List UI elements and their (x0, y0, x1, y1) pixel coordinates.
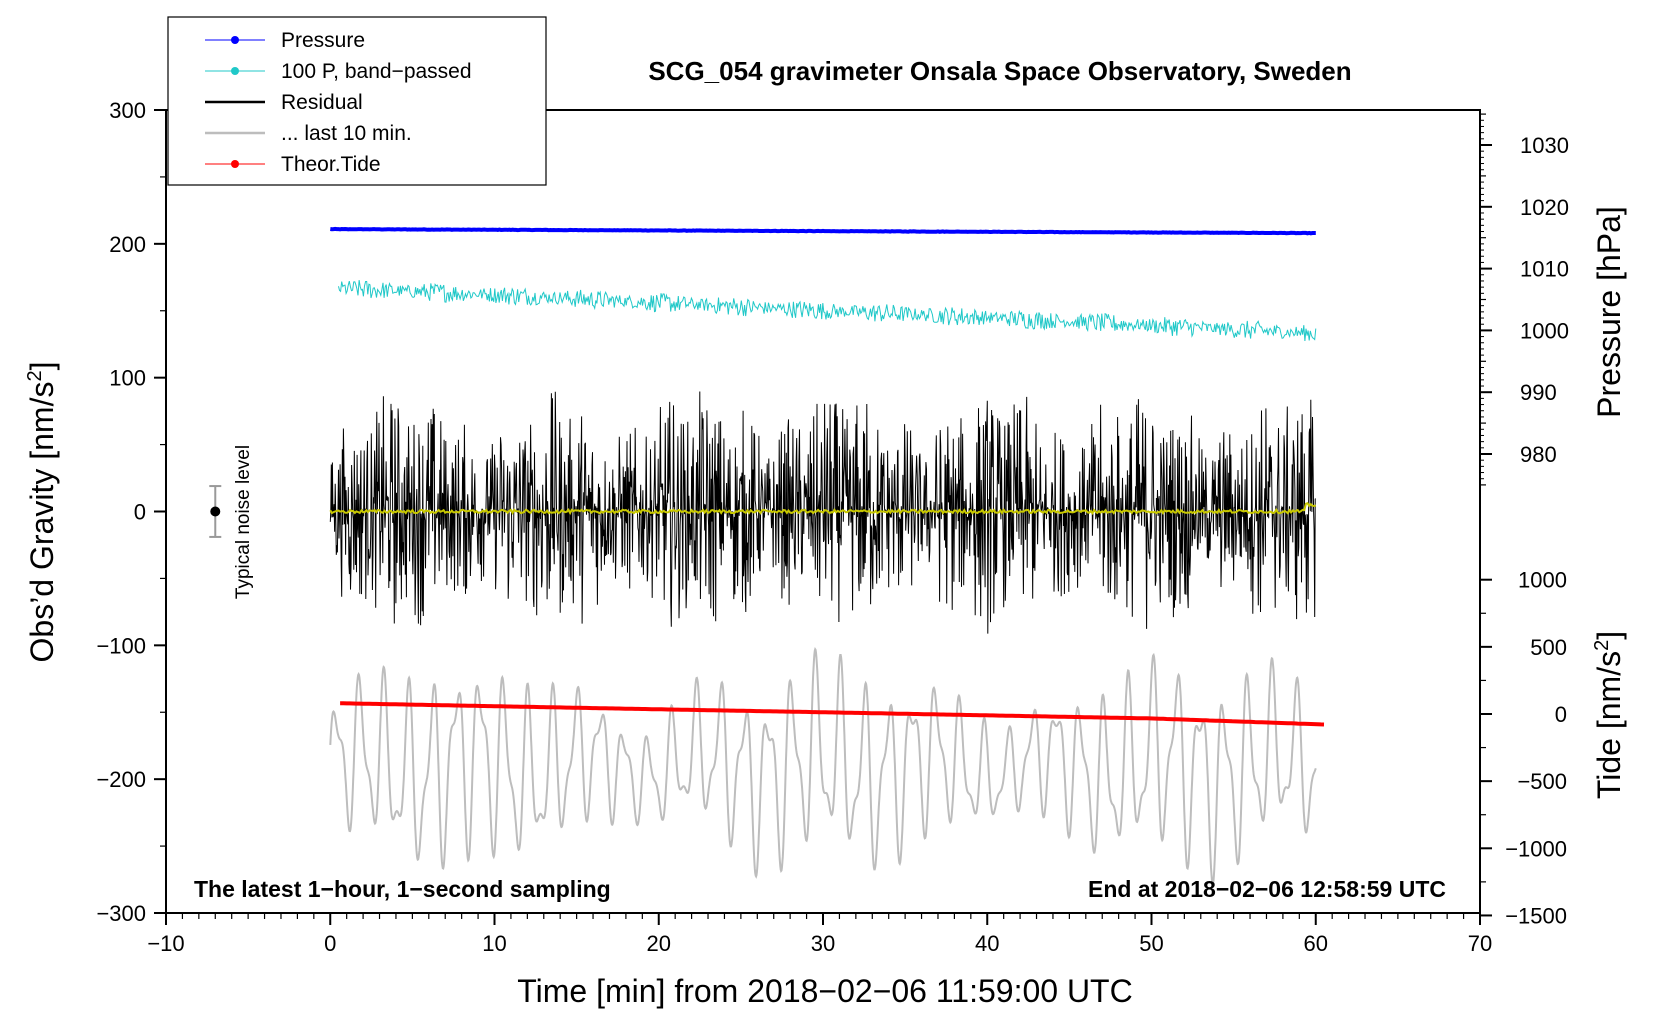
tide-axis-ticks: 1000 500 0 −500 −1000 −1500 (1480, 568, 1567, 928)
pressure-tick-label-5: 980 (1520, 442, 1557, 467)
legend-label-4: Theor.Tide (281, 153, 381, 176)
note-end-time: End at 2018−02−06 12:58:59 UTC (1088, 876, 1446, 902)
y-tick-label-5: −200 (96, 767, 146, 792)
noise-level-point (210, 506, 221, 517)
legend-marker-0 (231, 36, 239, 44)
legend: Pressure 100 P, band−passed Residual ... la… (205, 29, 472, 176)
tide-tick-label-4: −1000 (1505, 836, 1567, 861)
x-tick-label-0: −10 (147, 931, 184, 956)
tide-tick-label-5: −1500 (1505, 903, 1567, 928)
tide-tick-label-2: 0 (1555, 702, 1567, 727)
x-tick-label-1: 0 (324, 931, 336, 956)
pressure-tick-label-3: 1000 (1520, 318, 1569, 343)
last-10-min-line (329, 646, 1317, 888)
y-axis-label-end: ] (24, 362, 60, 371)
y-tick-label-2: 100 (109, 366, 146, 391)
residual-smoothed-line (329, 501, 1317, 516)
legend-label-2: Residual (281, 91, 363, 114)
x-axis-ticks: −10 0 10 20 30 40 50 60 70 (147, 913, 1492, 956)
series-100p-band-passed (338, 280, 1317, 342)
pressure-tick-label-0: 1030 (1520, 133, 1569, 158)
series-last-10-min (329, 646, 1317, 888)
pressure-tick-label-1: 1020 (1520, 195, 1569, 220)
y-tick-label-3: 0 (134, 500, 146, 525)
x-tick-label-5: 40 (975, 931, 999, 956)
pressure-tick-label-2: 1010 (1520, 257, 1569, 282)
noise-level-label: Typical noise level (233, 445, 254, 599)
x-tick-label-4: 30 (811, 931, 835, 956)
tide-tick-label-0: 1000 (1518, 568, 1567, 593)
pressure-tick-label-4: 990 (1520, 380, 1557, 405)
tide-axis-label-main: Tide [nm/s (1591, 651, 1627, 799)
legend-label-3: ... last 10 min. (281, 122, 412, 145)
tide-axis-label-sup: 2 (1591, 640, 1613, 651)
tide-axis-label: Tide [nm/s2] (1591, 631, 1627, 799)
y-axis-label-sup: 2 (24, 370, 46, 381)
pressure-axis-label: Pressure [hPa] (1591, 206, 1627, 418)
series-pressure (330, 226, 1316, 236)
pressure-axis-ticks: 1030 1020 1010 1000 990 980 (1480, 113, 1569, 486)
tide-tick-label-1: 500 (1530, 635, 1567, 660)
series-residual-smoothed (329, 501, 1317, 516)
note-sampling: The latest 1−hour, 1−second sampling (194, 876, 611, 902)
chart-title: SCG_054 gravimeter Onsala Space Observat… (648, 56, 1351, 86)
y-axis-label: Obs’d Gravity [nm/s2] (24, 362, 60, 663)
y-tick-label-0: 300 (109, 98, 146, 123)
x-tick-label-3: 20 (647, 931, 671, 956)
theor-tide-line (340, 701, 1325, 727)
legend-marker-4 (231, 160, 239, 168)
noise-level-indicator (209, 485, 222, 538)
legend-marker-1 (231, 67, 239, 75)
y-tick-label-6: −300 (96, 901, 146, 926)
tide-tick-label-3: −500 (1517, 769, 1567, 794)
y-tick-label-1: 200 (109, 232, 146, 257)
legend-label-0: Pressure (281, 29, 365, 52)
x-axis-label: Time [min] from 2018−02−06 11:59:00 UTC (517, 973, 1132, 1009)
tide-axis-label-end: ] (1591, 631, 1627, 640)
x-tick-label-2: 10 (482, 931, 506, 956)
legend-label-1: 100 P, band−passed (281, 60, 472, 83)
x-tick-label-8: 70 (1468, 931, 1492, 956)
y-axis-label-main: Obs’d Gravity [nm/s (24, 382, 60, 663)
x-tick-label-7: 60 (1304, 931, 1328, 956)
y-tick-label-4: −100 (96, 633, 146, 658)
x-tick-label-6: 50 (1139, 931, 1163, 956)
series-theor-tide (340, 701, 1325, 727)
y-axis-ticks: 300 200 100 0 −100 −200 −300 (96, 98, 166, 926)
band-passed-line (338, 280, 1317, 342)
pressure-line (330, 226, 1316, 236)
